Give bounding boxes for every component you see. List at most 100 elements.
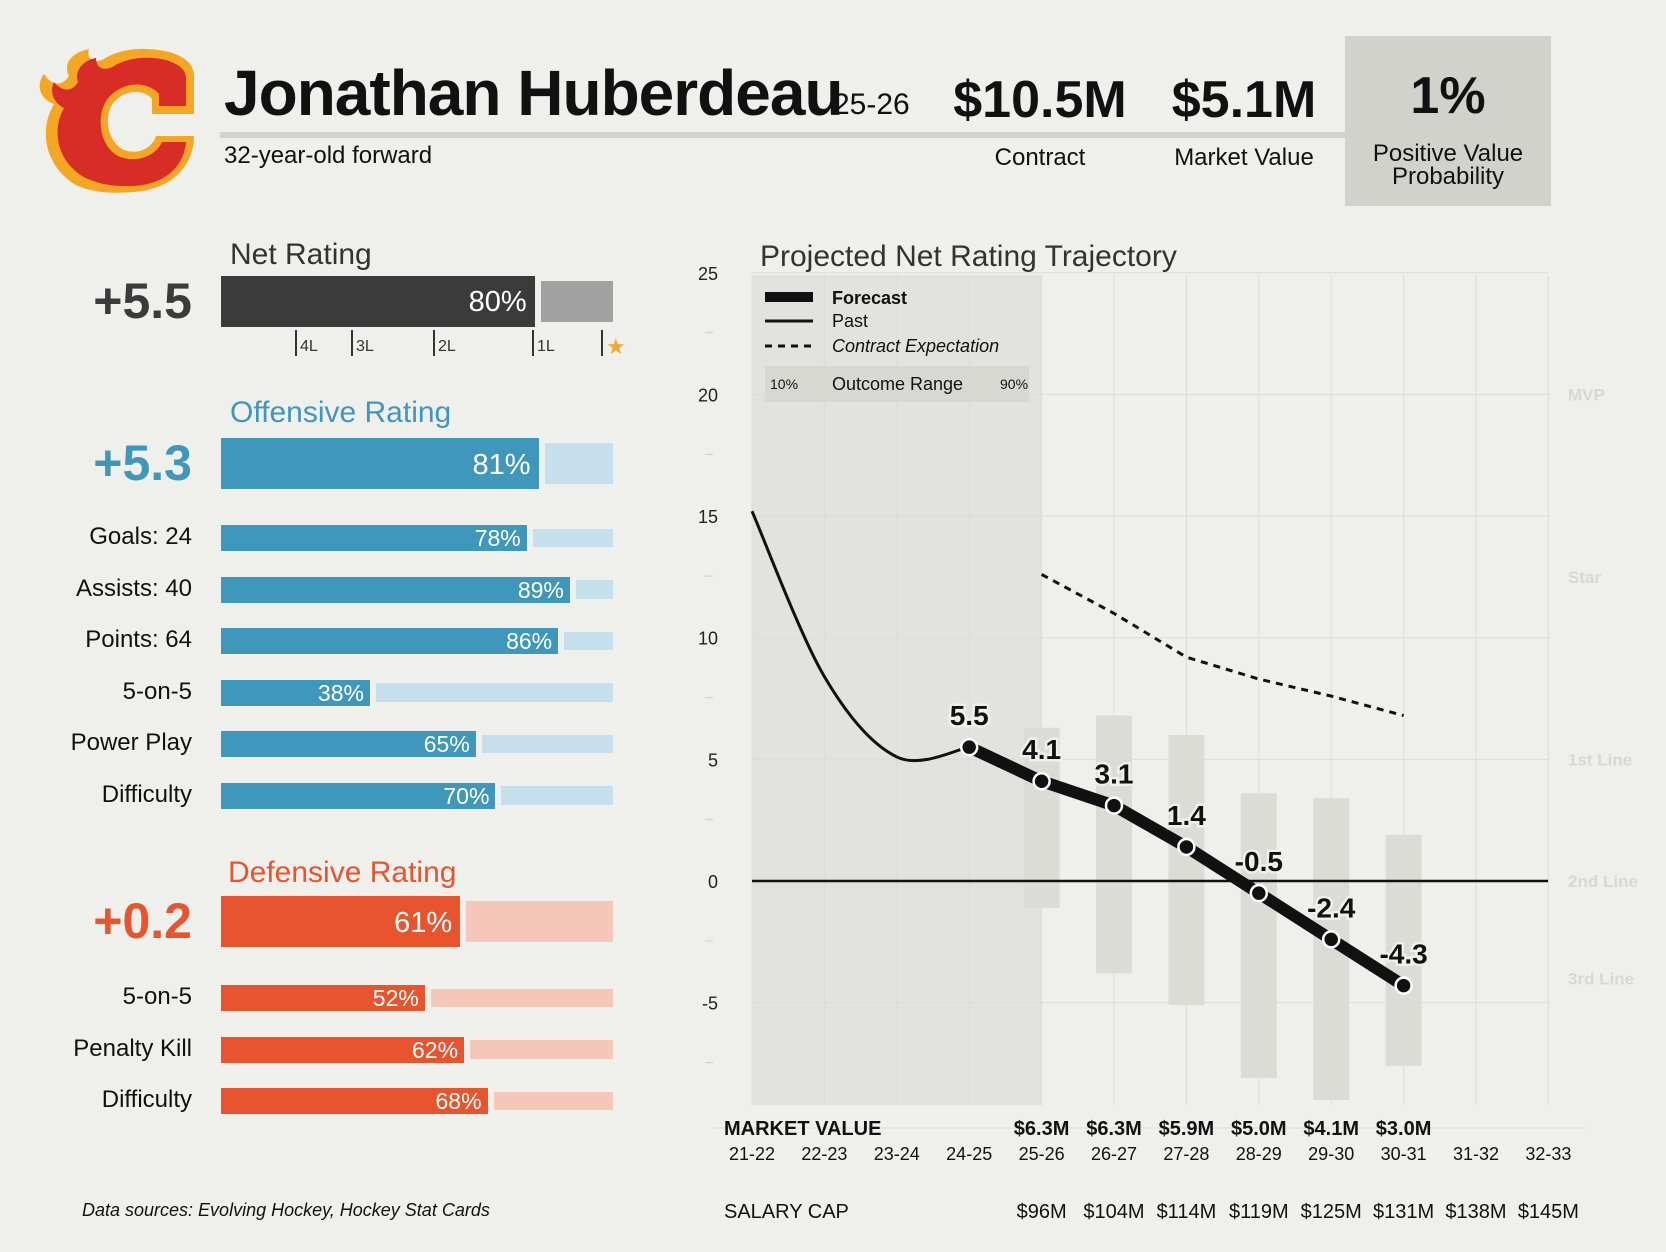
x-tick-label: 32-33 xyxy=(1525,1144,1571,1164)
pvp-label-line1: Positive Value xyxy=(1372,140,1524,167)
y-tick-label: 10 xyxy=(698,629,718,649)
offensive-row-bar: 86% xyxy=(221,628,613,654)
tier-label: 2nd Line xyxy=(1568,872,1638,891)
x-tick-label: 30-31 xyxy=(1381,1144,1427,1164)
offensive-row-remainder xyxy=(501,786,613,805)
defensive-rating-value: +0.2 xyxy=(93,893,192,949)
offensive-row-bar: 70% xyxy=(221,782,613,809)
offensive-row-label: Points: 64 xyxy=(85,626,192,653)
offensive-row-fill xyxy=(221,576,570,603)
forecast-data-label: 3.1 xyxy=(1095,759,1134,790)
data-sources: Data sources: Evolving Hockey, Hockey St… xyxy=(82,1200,490,1220)
market-value-label: Market Value xyxy=(1174,144,1314,171)
offensive-row-bar: 65% xyxy=(221,731,613,757)
defensive-row-label: 5-on-5 xyxy=(122,983,192,1010)
y-tick-label: 20 xyxy=(698,385,718,405)
offensive-row-remainder xyxy=(532,528,613,548)
net-rating-remainder xyxy=(540,281,613,322)
x-tick-label: 26-27 xyxy=(1091,1144,1137,1164)
offensive-rating-remainder xyxy=(544,443,613,484)
forecast-data-label: 5.5 xyxy=(950,700,989,731)
offensive-rating-title: Offensive Rating xyxy=(230,396,452,429)
legend-forecast-swatch xyxy=(765,292,813,302)
forecast-data-label: -0.5 xyxy=(1235,846,1283,877)
outcome-range-bar xyxy=(1096,715,1132,974)
team-logo xyxy=(34,44,204,194)
market-value-cell: $6.3M xyxy=(1014,1118,1070,1140)
offensive-row-pct: 86% xyxy=(506,628,553,654)
pvp-label-line2: Probability xyxy=(1391,163,1505,190)
forecast-data-label: -2.4 xyxy=(1307,892,1356,923)
x-tick-label: 22-23 xyxy=(801,1144,847,1164)
defensive-row-remainder xyxy=(493,1091,613,1111)
net-rating-fill xyxy=(221,276,535,327)
offensive-row-pct: 89% xyxy=(517,576,564,603)
tier-label-1l: 1L xyxy=(537,338,555,355)
outcome-range-bar xyxy=(1168,735,1205,1006)
tier-tick-4l xyxy=(295,330,297,356)
defensive-row-remainder xyxy=(430,988,613,1008)
offensive-row-remainder xyxy=(375,683,613,702)
defensive-row-bar: 62% xyxy=(221,1036,613,1063)
market-value-cell: $5.9M xyxy=(1159,1118,1215,1140)
forecast-point xyxy=(1177,837,1196,857)
tier-label-4l: 4L xyxy=(300,338,318,355)
offensive-row-pct: 70% xyxy=(443,782,490,809)
offensive-row-bar: 89% xyxy=(221,576,613,603)
tier-label: 3rd Line xyxy=(1568,969,1634,988)
legend-range-high: 90% xyxy=(1000,376,1028,392)
forecast-data-label: 1.4 xyxy=(1167,800,1206,831)
market-value-cell: $6.3M xyxy=(1086,1118,1142,1140)
player-subtitle: 32-year-old forward xyxy=(224,142,433,169)
offensive-row-label: Difficulty xyxy=(101,780,192,808)
season-label: 25-26 xyxy=(833,88,910,121)
offensive-row-label: 5-on-5 xyxy=(122,677,192,705)
defensive-row-fill xyxy=(221,985,425,1011)
offensive-row-bar: 38% xyxy=(221,679,613,706)
salary-cap-row-label: SALARY CAP xyxy=(724,1201,849,1223)
legend-forecast-label: Forecast xyxy=(832,288,907,308)
legend-contract-label: Contract Expectation xyxy=(832,336,999,356)
offensive-row-remainder xyxy=(481,734,613,754)
defensive-row-pct: 62% xyxy=(412,1036,459,1063)
offensive-row-bar: 78% xyxy=(221,525,613,551)
salary-cap-cell: $104M xyxy=(1083,1201,1144,1223)
legend-past-label: Past xyxy=(832,311,868,331)
net-rating-bar: 80% xyxy=(221,276,613,327)
offensive-row-fill xyxy=(221,525,527,551)
offensive-row-remainder xyxy=(564,631,613,651)
defensive-row-label: Difficulty xyxy=(101,1086,192,1113)
defensive-rating-bar: 61% xyxy=(221,896,613,947)
defensive-rating-pct: 61% xyxy=(394,907,453,939)
past-series-line xyxy=(750,510,970,763)
outcome-range-bar xyxy=(1240,793,1277,1079)
offensive-row-label: Assists: 40 xyxy=(75,574,192,602)
x-tick-label: 23-24 xyxy=(874,1144,920,1164)
x-tick-label: 28-29 xyxy=(1236,1144,1282,1164)
defensive-rating-remainder xyxy=(466,901,613,942)
offensive-rating-bar: 81% xyxy=(221,438,613,489)
defensive-row-remainder xyxy=(470,1040,613,1059)
pvp-value: 1% xyxy=(1410,67,1486,125)
defensive-rating-title: Defensive Rating xyxy=(228,856,457,889)
offensive-row-label: Goals: 24 xyxy=(89,523,192,550)
tier-tick-3l xyxy=(351,330,353,356)
player-name: Jonathan Huberdeau xyxy=(224,57,844,129)
outcome-range-bar xyxy=(1023,727,1060,908)
net-rating-pct: 80% xyxy=(468,286,527,318)
salary-cap-cell: $131M xyxy=(1373,1201,1434,1223)
offensive-row-fill xyxy=(221,731,476,757)
salary-cap-cell: $138M xyxy=(1445,1201,1506,1223)
net-rating-title: Net Rating xyxy=(230,238,372,271)
offensive-row-fill xyxy=(221,679,370,706)
defensive-row-bar: 52% xyxy=(221,985,613,1011)
star-icon: ★ xyxy=(606,334,626,359)
salary-cap-cell: $145M xyxy=(1518,1201,1579,1223)
defensive-row-bar: 68% xyxy=(221,1088,613,1114)
y-tick-label: 0 xyxy=(708,872,718,892)
x-tick-label: 25-26 xyxy=(1019,1144,1065,1164)
forecast-data-label: -4.3 xyxy=(1379,939,1427,970)
forecast-data-label: 4.1 xyxy=(1022,734,1061,765)
forecast-point xyxy=(1321,930,1341,949)
